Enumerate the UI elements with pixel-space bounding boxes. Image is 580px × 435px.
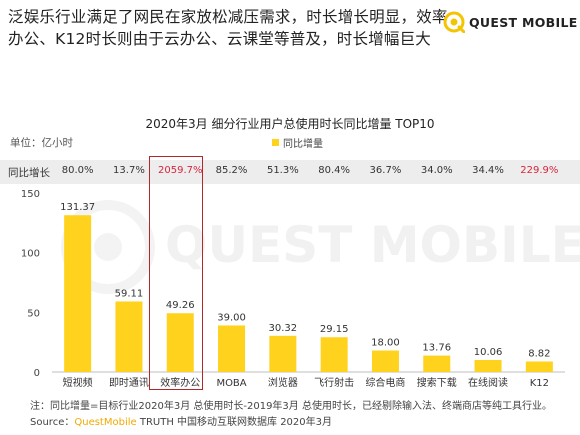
source-prefix: Source： [30, 417, 75, 428]
bar-value-label: 30.32 [269, 323, 298, 334]
growth-value: 2059.7% [158, 165, 203, 176]
growth-value: 34.4% [472, 165, 504, 176]
bar-value-label: 59.11 [115, 288, 144, 299]
footnote: 注：同比增量=目标行业2020年3月 总使用时长-2019年3月 总使用时长，已… [30, 401, 552, 412]
growth-value: 34.0% [420, 165, 453, 176]
y-tick-label: 150 [21, 189, 40, 200]
bar [474, 359, 502, 372]
growth-value: 80.0% [61, 165, 94, 176]
source-rest: TRUTH 中国移动互联网数据库 2020年3月 [136, 417, 333, 428]
x-tick-label: K12 [530, 378, 549, 389]
x-tick-label: MOBA [216, 378, 246, 389]
x-tick-label: 搜索下载 [417, 376, 457, 389]
growth-value: 229.9% [520, 165, 559, 176]
x-tick-label: 综合电商 [365, 376, 405, 389]
bar-value-label: 131.37 [60, 202, 95, 213]
bar [115, 301, 143, 372]
y-tick-label: 0 [34, 368, 40, 379]
growth-value: 80.4% [318, 165, 351, 176]
y-tick-label: 50 [27, 308, 40, 319]
highlight-box [149, 156, 203, 390]
x-tick-label: 飞行射击 [314, 376, 354, 389]
x-tick-label: 在线阅读 [468, 376, 508, 389]
legend: 同比增量 [272, 135, 323, 150]
legend-label: 同比增量 [283, 139, 323, 150]
quest-mobile-logo-icon [443, 11, 465, 33]
bar [269, 335, 297, 372]
bar [218, 325, 246, 372]
bar-value-label: 13.76 [422, 343, 451, 354]
source-brand: QuestMobile [74, 417, 137, 428]
bar-value-label: 39.00 [217, 312, 246, 323]
x-tick-label: 浏览器 [268, 376, 298, 389]
growth-row-label: 同比增长 [8, 167, 50, 179]
growth-value: 36.7% [369, 165, 402, 176]
bar-value-label: 49.26 [166, 300, 195, 311]
bar [423, 355, 451, 372]
legend-swatch [272, 139, 279, 146]
headline-line-2: 办公、K12时长则由于云办公、云课堂等普及，时长增幅巨大 [8, 30, 431, 48]
source-line: Source：QuestMobile TRUTH 中国移动互联网数据库 2020… [30, 413, 332, 428]
headline-line-1: 泛娱乐行业满足了网民在家放松减压需求，时长增长明显，效率 [8, 8, 448, 26]
brand-logo: QUEST MOBILE [443, 10, 578, 34]
growth-value: 85.2% [215, 165, 248, 176]
y-tick-label: 100 [21, 249, 40, 260]
bar-value-label: 10.06 [474, 347, 503, 358]
bar-value-label: 29.15 [320, 324, 349, 335]
x-tick-label: 即时通讯 [109, 377, 149, 389]
growth-value: 51.3% [266, 165, 299, 176]
growth-row: 同比增长 80.0% 13.7% 2059.7% 85.2% 51.3% 80.4% 36.… [0, 160, 580, 184]
bar [320, 337, 348, 372]
growth-value: 13.7% [113, 165, 145, 176]
brand-name: QUEST MOBILE [469, 14, 578, 30]
x-tick-label: 效率办公 [160, 376, 200, 389]
bar [64, 215, 92, 372]
bar-value-label: 8.82 [528, 348, 550, 359]
chart-title: 2020年3月 细分行业用户总使用时长同比增量 TOP10 [145, 117, 435, 131]
bar [166, 313, 194, 372]
x-tick-label: 短视频 [63, 376, 93, 389]
headline: 泛娱乐行业满足了网民在家放松减压需求，时长增长明显，效率 办公、K12时长则由于… [8, 6, 448, 50]
bar [525, 361, 553, 372]
bar [371, 350, 399, 372]
bar-value-label: 18.00 [371, 338, 400, 349]
unit-label: 单位：亿小时 [10, 137, 73, 149]
